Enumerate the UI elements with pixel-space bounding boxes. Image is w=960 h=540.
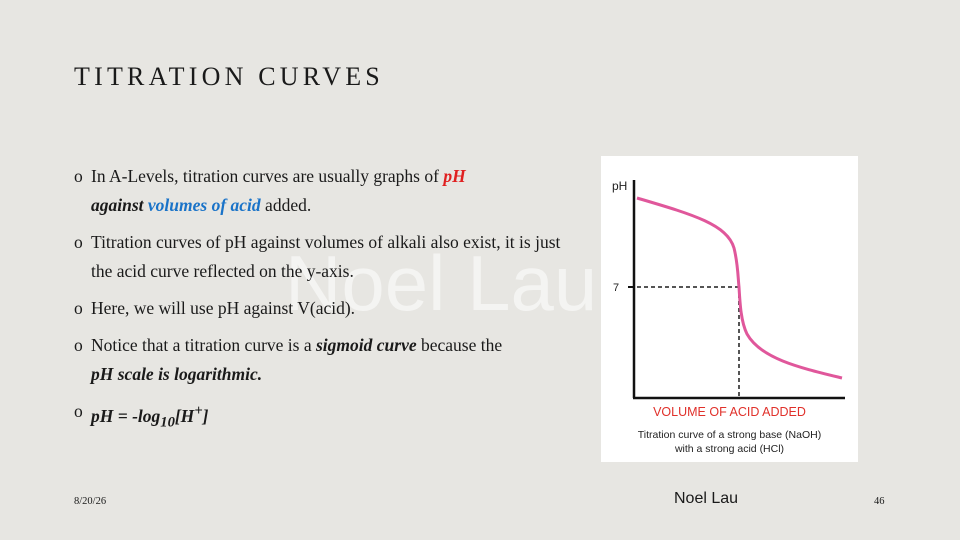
bullet-marker: o bbox=[74, 298, 83, 318]
bullet-marker: o bbox=[74, 232, 83, 252]
bullet-item: o Titration curves of pH against volumes… bbox=[74, 228, 574, 286]
bullet-marker: o bbox=[74, 401, 83, 421]
bullet-marker: o bbox=[74, 166, 83, 186]
emphasis-ph-scale: pH scale is logarithmic. bbox=[91, 364, 263, 384]
formula-part: ] bbox=[202, 405, 209, 426]
formula-superscript: + bbox=[194, 403, 203, 419]
x-axis-label: VOLUME OF ACID ADDED bbox=[653, 405, 806, 419]
bullet-text: In A-Levels, titration curves are usuall… bbox=[91, 166, 444, 186]
page-number: 46 bbox=[874, 496, 885, 507]
tick-label-7: 7 bbox=[613, 282, 619, 294]
y-axis-label: pH bbox=[612, 179, 627, 193]
slide-title: TITRATION CURVES bbox=[74, 62, 384, 91]
bullet-text: Notice that a titration curve is a bbox=[91, 335, 316, 355]
bullet-text: Titration curves of pH against volumes o… bbox=[91, 232, 561, 281]
bullet-text: added. bbox=[260, 195, 312, 215]
titration-curve-svg: pH 7 bbox=[612, 179, 845, 400]
bullet-text: Here, we will use pH against V(acid). bbox=[91, 298, 356, 318]
bullet-item: o In A-Levels, titration curves are usua… bbox=[74, 162, 574, 220]
formula-part: [H bbox=[174, 405, 195, 426]
figure-caption: Titration curve of a strong base (NaOH) … bbox=[601, 428, 858, 456]
emphasis-against: against bbox=[91, 195, 144, 215]
caption-line: Titration curve of a strong base (NaOH) bbox=[637, 429, 822, 441]
formula-part: pH = -log bbox=[91, 405, 161, 426]
caption-line: with a strong acid (HCl) bbox=[674, 443, 785, 455]
bullet-item: o Notice that a titration curve is a sig… bbox=[74, 331, 574, 389]
emphasis-volumes-of-acid: volumes of acid bbox=[147, 195, 261, 215]
footer-author: Noel Lau bbox=[674, 490, 739, 507]
formula-subscript: 10 bbox=[160, 414, 175, 431]
emphasis-sigmoid-curve: sigmoid curve bbox=[316, 335, 417, 355]
bullet-item: o pH = -log10[H+] bbox=[74, 397, 574, 437]
emphasis-ph: pH bbox=[443, 166, 466, 186]
bullet-list: o In A-Levels, titration curves are usua… bbox=[74, 162, 574, 445]
footer-date: 8/20/26 bbox=[74, 496, 107, 507]
titration-curve bbox=[636, 196, 843, 380]
bullet-item: o Here, we will use pH against V(acid). bbox=[74, 294, 574, 323]
formula: pH = -log10[H+] bbox=[91, 403, 209, 430]
bullet-marker: o bbox=[74, 335, 83, 355]
titration-curve-figure: pH 7 VOLUME OF ACID ADDED Titration curv… bbox=[601, 156, 858, 462]
bullet-text: because the bbox=[416, 335, 503, 355]
